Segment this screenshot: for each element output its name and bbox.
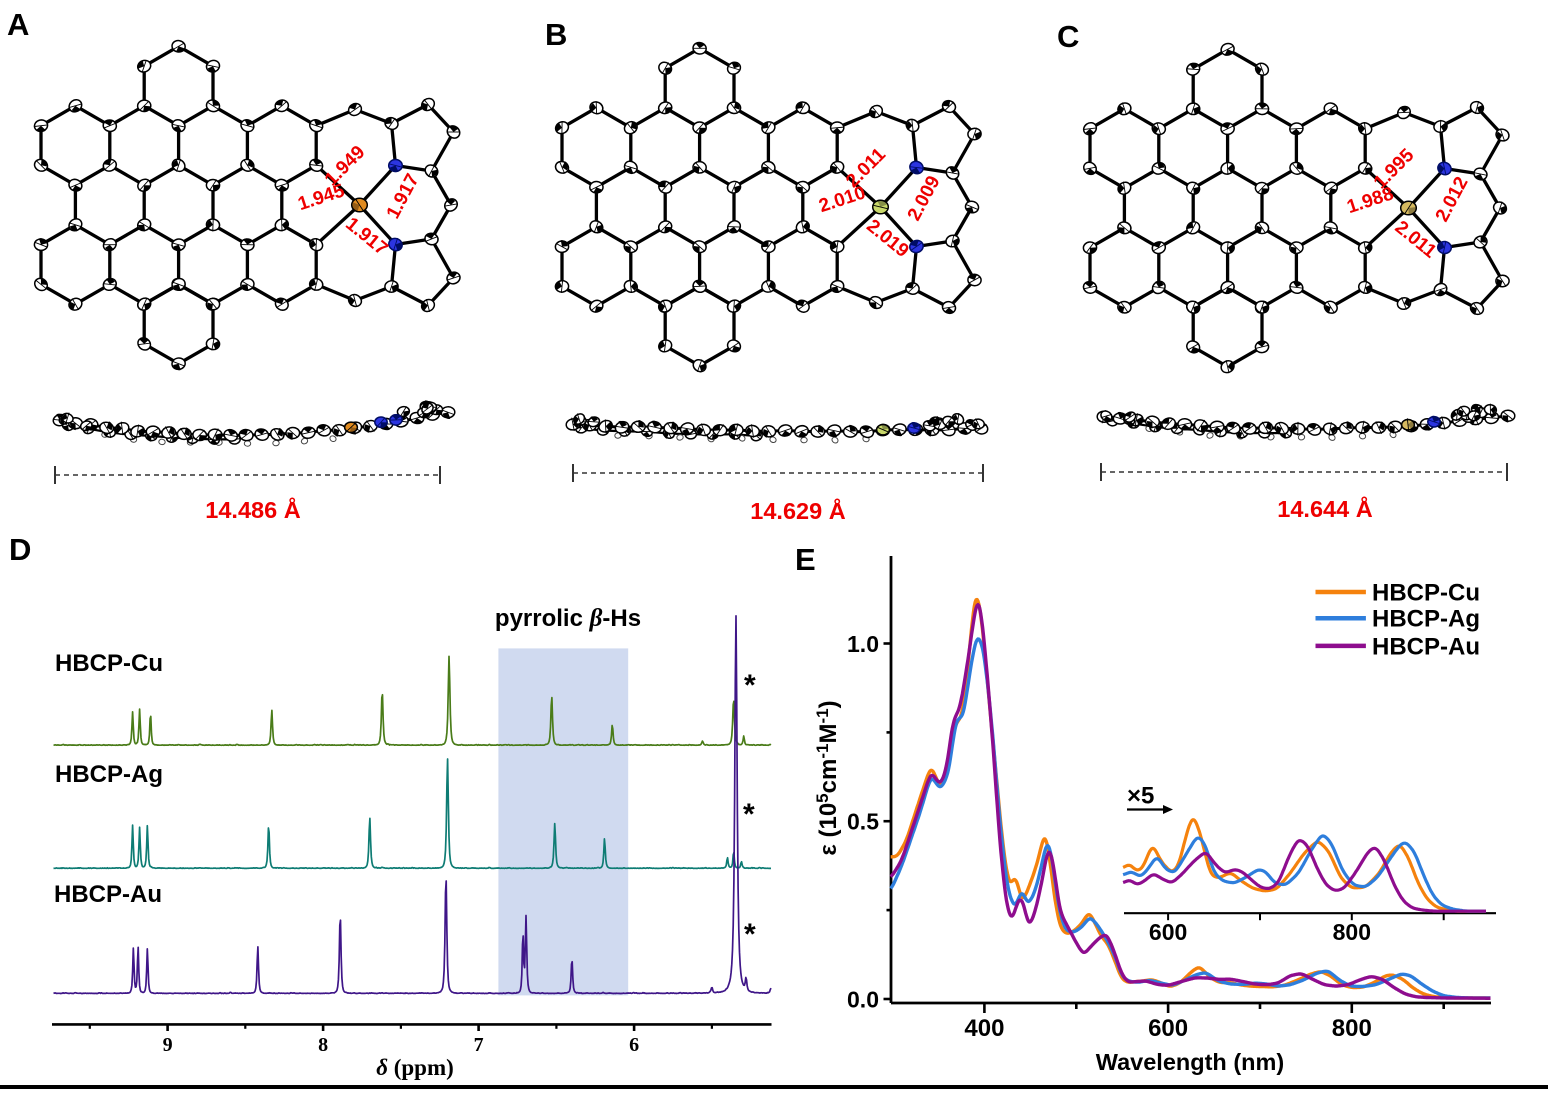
svg-text:600: 600 (1148, 1015, 1188, 1042)
svg-text:800: 800 (1333, 919, 1371, 945)
svg-text:HBCP-Ag: HBCP-Ag (1372, 606, 1480, 633)
svg-text:14.629 Å: 14.629 Å (750, 497, 845, 524)
svg-text:8: 8 (318, 1034, 328, 1056)
svg-text:9: 9 (163, 1034, 173, 1056)
svg-text:A: A (7, 7, 29, 42)
svg-text:ε (105cm-1M-1): ε (105cm-1M-1) (813, 700, 842, 855)
svg-text:800: 800 (1332, 1015, 1372, 1042)
svg-text:*: * (744, 669, 756, 702)
svg-text:δ (ppm): δ (ppm) (376, 1055, 454, 1080)
svg-text:HBCP-Cu: HBCP-Cu (55, 650, 163, 677)
svg-text:pyrrolic β-Hs: pyrrolic β-Hs (495, 605, 641, 632)
svg-text:×5: ×5 (1127, 783, 1154, 810)
svg-text:0.0: 0.0 (847, 986, 879, 1012)
svg-text:HBCP-Au: HBCP-Au (1372, 633, 1480, 660)
svg-text:6: 6 (629, 1034, 639, 1056)
svg-text:HBCP-Au: HBCP-Au (54, 881, 162, 908)
svg-text:1.0: 1.0 (847, 631, 879, 657)
svg-text:14.486 Å: 14.486 Å (205, 496, 300, 523)
svg-text:*: * (744, 918, 756, 951)
svg-text:Wavelength (nm): Wavelength (nm) (1096, 1049, 1284, 1075)
svg-text:*: * (743, 798, 755, 831)
svg-text:600: 600 (1149, 919, 1187, 945)
svg-text:0.5: 0.5 (847, 809, 879, 835)
svg-text:E: E (795, 542, 816, 577)
svg-text:B: B (545, 17, 567, 52)
svg-text:7: 7 (474, 1034, 484, 1056)
svg-text:HBCP-Ag: HBCP-Ag (55, 761, 163, 788)
svg-text:14.644 Å: 14.644 Å (1277, 495, 1372, 522)
svg-text:HBCP-Cu: HBCP-Cu (1372, 580, 1480, 607)
svg-text:D: D (9, 532, 31, 567)
svg-text:400: 400 (964, 1015, 1004, 1042)
svg-text:C: C (1057, 19, 1079, 54)
